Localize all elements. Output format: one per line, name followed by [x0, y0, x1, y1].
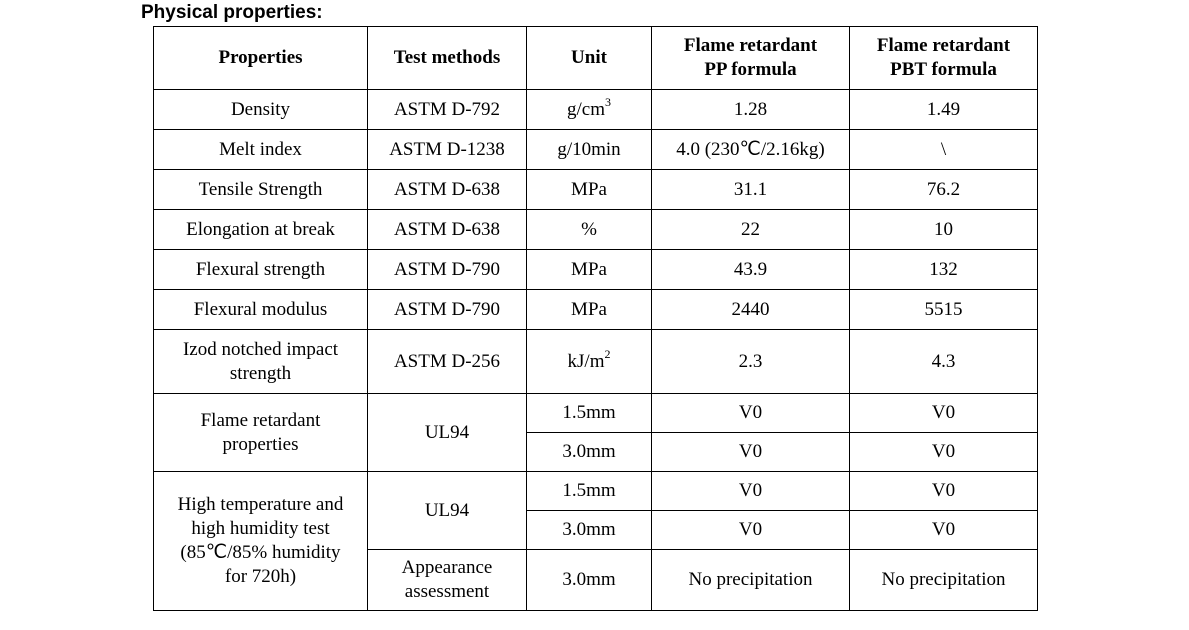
pp-value-cell: V0 — [651, 471, 850, 511]
table-row: Flame retardant properties UL94 1.5mm V0… — [153, 393, 1038, 472]
property-cell: Izod notched impact strength — [153, 329, 368, 394]
table-row: Density ASTM D-792 g/cm3 1.28 1.49 — [153, 89, 1038, 130]
table-row: Izod notched impact strength ASTM D-256 … — [153, 329, 1038, 394]
property-line: Flame retardant — [200, 409, 321, 431]
pbt-value-cell: 132 — [849, 249, 1038, 290]
pp-value-cell: 4.0 (230℃/2.16kg) — [651, 129, 850, 170]
pbt-value-cell: No precipitation — [849, 549, 1038, 611]
method-cell: UL94 — [367, 393, 527, 472]
pbt-value-cell: \ — [849, 129, 1038, 170]
unit-cell: 3.0mm — [526, 549, 652, 611]
table-row: 3.0mm V0 V0 — [154, 510, 1038, 550]
header-pp-line1: Flame retardant — [683, 35, 818, 56]
unit-cell: kJ/m2 — [526, 329, 652, 394]
unit-cell: 1.5mm — [526, 471, 652, 511]
table-header-row: Properties Test methods Unit Flame retar… — [153, 26, 1038, 90]
pbt-value-cell: V0 — [849, 393, 1038, 433]
unit-base: g/cm — [567, 98, 605, 120]
property-line: Izod notched impact — [182, 338, 339, 360]
method-cell: ASTM D-638 — [367, 169, 527, 210]
header-pp-formula: Flame retardant PP formula — [651, 26, 850, 90]
method-cell: ASTM D-1238 — [367, 129, 527, 170]
property-cell: Flame retardant properties — [153, 393, 368, 472]
header-pbt-line2: PBT formula — [890, 59, 997, 80]
method-cell: ASTM D-638 — [367, 209, 527, 250]
property-line: high humidity test — [191, 518, 330, 539]
pbt-value-cell: V0 — [849, 510, 1038, 550]
pbt-value-cell: 5515 — [849, 289, 1038, 330]
header-pp-line2: PP formula — [704, 59, 797, 80]
method-cell: ASTM D-790 — [367, 249, 527, 290]
property-line: High temperature and — [177, 494, 344, 515]
pp-value-cell: 2440 — [651, 289, 850, 330]
header-pbt-formula: Flame retardant PBT formula — [849, 26, 1038, 90]
pbt-value-cell: 10 — [849, 209, 1038, 250]
pp-value-cell: No precipitation — [651, 549, 850, 611]
unit-cell: g/10min — [526, 129, 652, 170]
property-cell: Tensile Strength — [153, 169, 368, 210]
pbt-value-cell: 1.49 — [849, 89, 1038, 130]
header-pbt-line1: Flame retardant — [876, 35, 1011, 56]
property-cell: High temperature and high humidity test … — [153, 471, 368, 611]
unit-cell: 1.5mm — [526, 393, 652, 433]
table-row: Appearance assessment 3.0mm No precipita… — [154, 549, 1038, 611]
table-row: Melt index ASTM D-1238 g/10min 4.0 (230℃… — [153, 129, 1038, 170]
unit-cell: % — [526, 209, 652, 250]
unit-superscript: 2 — [604, 347, 611, 362]
pp-value-cell: 1.28 — [651, 89, 850, 130]
pbt-value-cell: 4.3 — [849, 329, 1038, 394]
unit-cell: MPa — [526, 289, 652, 330]
method-cell: ASTM D-790 — [367, 289, 527, 330]
property-line: (85℃/85% humidity — [180, 542, 341, 563]
method-cell: ASTM D-792 — [367, 89, 527, 130]
physical-properties-table: Properties Test methods Unit Flame retar… — [153, 26, 1038, 611]
method-cell: ASTM D-256 — [367, 329, 527, 394]
method-cell: Appearance assessment — [367, 549, 527, 611]
table-row: Flexural modulus ASTM D-790 MPa 2440 551… — [153, 289, 1038, 330]
pp-value-cell: V0 — [651, 510, 850, 550]
section-title: Physical properties: — [141, 2, 323, 23]
method-line: Appearance — [401, 557, 493, 578]
table-row: 3.0mm V0 V0 — [154, 432, 1038, 472]
table-row: Elongation at break ASTM D-638 % 22 10 — [153, 209, 1038, 250]
header-unit: Unit — [526, 26, 652, 90]
property-line: strength — [229, 362, 292, 384]
property-line: properties — [222, 433, 299, 455]
method-cell: UL94 — [367, 471, 527, 550]
table-row: High temperature and high humidity test … — [153, 471, 1038, 611]
table-row: Flexural strength ASTM D-790 MPa 43.9 13… — [153, 249, 1038, 290]
pp-value-cell: V0 — [651, 393, 850, 433]
table-row: Tensile Strength ASTM D-638 MPa 31.1 76.… — [153, 169, 1038, 210]
pp-value-cell: V0 — [651, 432, 850, 472]
pbt-value-cell: 76.2 — [849, 169, 1038, 210]
unit-cell: 3.0mm — [526, 432, 652, 472]
pp-value-cell: 2.3 — [651, 329, 850, 394]
pp-value-cell: 31.1 — [651, 169, 850, 210]
property-cell: Flexural modulus — [153, 289, 368, 330]
property-cell: Flexural strength — [153, 249, 368, 290]
property-cell: Density — [153, 89, 368, 130]
unit-cell: MPa — [526, 169, 652, 210]
method-line: assessment — [404, 581, 490, 602]
unit-superscript: 3 — [605, 95, 611, 110]
pp-value-cell: 22 — [651, 209, 850, 250]
header-properties: Properties — [153, 26, 368, 90]
property-cell: Melt index — [153, 129, 368, 170]
pp-value-cell: 43.9 — [651, 249, 850, 290]
property-cell: Elongation at break — [153, 209, 368, 250]
unit-cell: MPa — [526, 249, 652, 290]
header-test-methods: Test methods — [367, 26, 527, 90]
unit-cell: g/cm3 — [526, 89, 652, 130]
unit-cell: 3.0mm — [526, 510, 652, 550]
pbt-value-cell: V0 — [849, 471, 1038, 511]
pbt-value-cell: V0 — [849, 432, 1038, 472]
unit-base: kJ/m — [567, 350, 605, 372]
property-line: for 720h) — [224, 566, 297, 587]
